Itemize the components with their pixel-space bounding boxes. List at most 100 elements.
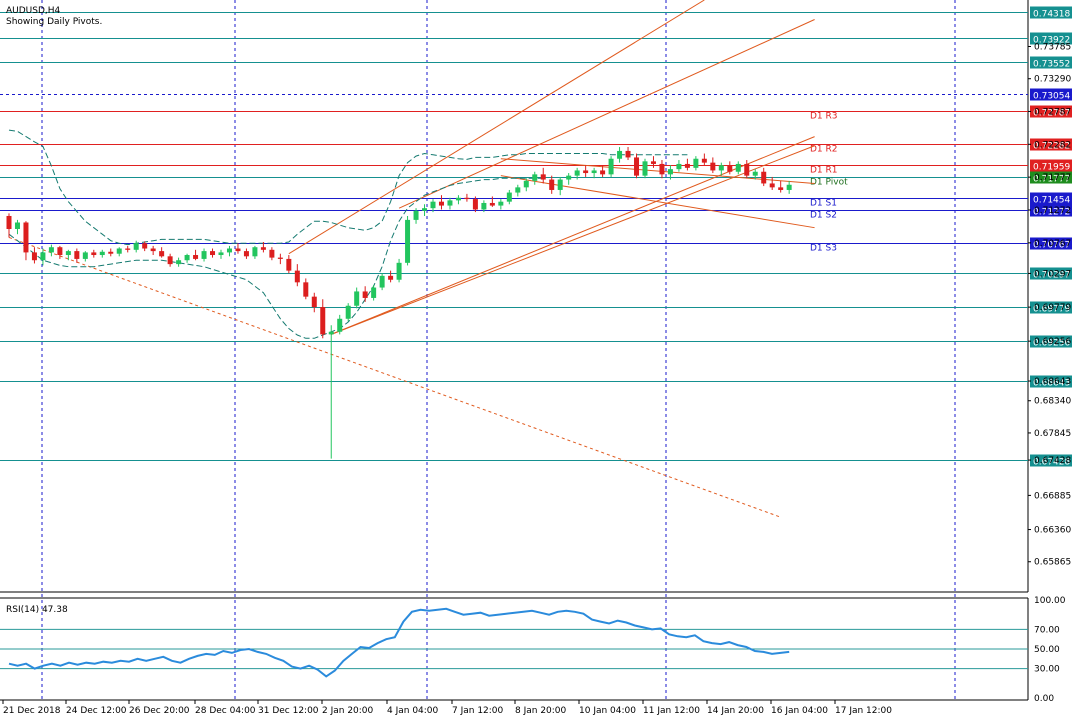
time-tick-label: 10 Jan 04:00 (579, 706, 636, 716)
candle-body (600, 170, 606, 175)
candle-body (693, 158, 699, 168)
rsi-tick-label: 50.00 (1034, 645, 1060, 655)
candle-body (659, 163, 665, 175)
candle-body (396, 262, 402, 280)
candle-body (506, 192, 512, 202)
candle-body (337, 318, 343, 332)
candle-body (23, 222, 29, 253)
price-tag-label: 0.71454 (1033, 196, 1070, 206)
price-tag (1030, 454, 1072, 467)
candle-body (744, 163, 750, 176)
price-tag (1030, 375, 1072, 388)
price-tick-label: 0.70297 (1034, 269, 1071, 279)
price-tag (1030, 204, 1072, 217)
trendline (8, 236, 781, 518)
candle-body (608, 158, 614, 175)
candle-body (260, 247, 266, 250)
time-tick-label: 24 Dec 12:00 (66, 706, 127, 716)
time-tick-label: 16 Jan 04:00 (771, 706, 828, 716)
candle-body (167, 256, 173, 265)
candle-body (91, 252, 97, 256)
pivot-level-label: D1 S1 (810, 199, 837, 209)
candle-body (405, 219, 411, 263)
price-tag (1030, 267, 1072, 280)
price-tag (1030, 159, 1072, 172)
price-tag (1030, 171, 1072, 184)
price-tick-label: 0.71777 (1034, 173, 1071, 183)
rsi-tick-label: 100.00 (1034, 596, 1066, 606)
separator-layer (0, 0, 1029, 701)
candle-body (345, 305, 351, 319)
candle-body (735, 163, 741, 172)
candle-body (617, 150, 623, 159)
price-tick-label: 0.73785 (1034, 43, 1071, 53)
price-tick-label: 0.71272 (1034, 206, 1071, 216)
candle-body (540, 174, 546, 180)
price-tag-label: 0.71959 (1033, 163, 1070, 173)
time-tick-label: 8 Jan 20:00 (515, 706, 567, 716)
candle-body (371, 287, 377, 298)
candle-body (769, 183, 775, 188)
price-tag-label: 0.72787 (1033, 109, 1070, 119)
candle-body (557, 179, 563, 190)
candle-body (464, 197, 470, 200)
price-tick-label: 0.69779 (1034, 303, 1071, 313)
candle-body (328, 331, 334, 335)
pivot-level-label: D1 R1 (810, 166, 838, 176)
candle-body (515, 187, 521, 193)
pivot-level-label: D1 R3 (810, 112, 838, 122)
candle-body (320, 307, 326, 335)
price-tick-label: 0.70767 (1034, 239, 1071, 249)
candle-body (625, 150, 631, 158)
candle-body (252, 247, 258, 257)
price-tag (1030, 138, 1072, 151)
candle-body (438, 201, 444, 206)
candle-body (269, 249, 275, 258)
candle-body (413, 210, 419, 220)
rsi-tick-label: 70.00 (1034, 625, 1060, 635)
candle-body (184, 255, 190, 261)
price-tag (1030, 32, 1072, 45)
time-tick-label: 31 Dec 12:00 (258, 706, 319, 716)
candle-layer (6, 147, 792, 459)
price-tag-label: 0.69779 (1033, 305, 1070, 315)
price-tag (1030, 105, 1072, 118)
candle-body (362, 291, 368, 298)
price-tag-label: 0.74318 (1033, 10, 1070, 20)
candle-body (752, 171, 758, 176)
time-tick-label: 26 Dec 20:00 (129, 706, 190, 716)
candle-body (422, 208, 428, 211)
candle-body (226, 248, 232, 253)
candle-body (574, 170, 580, 176)
time-tick-label: 28 Dec 04:00 (195, 706, 256, 716)
candle-body (379, 275, 385, 288)
candle-body (48, 247, 54, 253)
price-tick-label: 0.68340 (1034, 397, 1071, 407)
candle-body (99, 251, 105, 256)
price-tag (1030, 56, 1072, 69)
candle-body (642, 161, 648, 176)
rsi-line (8, 607, 790, 678)
pivot-level-label: D1 R2 (810, 145, 838, 155)
price-tag-label: 0.68643 (1033, 379, 1070, 389)
candle-body (667, 169, 673, 175)
price-tag (1030, 192, 1072, 205)
price-tick-label: 0.66360 (1034, 526, 1071, 536)
candle-body (472, 199, 478, 210)
candle-body (218, 252, 224, 256)
time-tick-label: 14 Jan 20:00 (707, 706, 764, 716)
pivot-level-label: D1 Pivot (810, 178, 848, 188)
candle-body (311, 296, 317, 308)
candle-body (718, 165, 724, 171)
rsi-tick-label: 0.00 (1034, 694, 1054, 704)
trendline-layer (8, 0, 815, 518)
price-tag-label: 0.67428 (1033, 458, 1070, 468)
time-tick-label: 2 Jan 20:00 (322, 706, 374, 716)
candle-body (430, 201, 436, 209)
price-tag-label: 0.69256 (1033, 339, 1070, 349)
candle-body (481, 202, 487, 210)
candle-body (40, 252, 46, 261)
